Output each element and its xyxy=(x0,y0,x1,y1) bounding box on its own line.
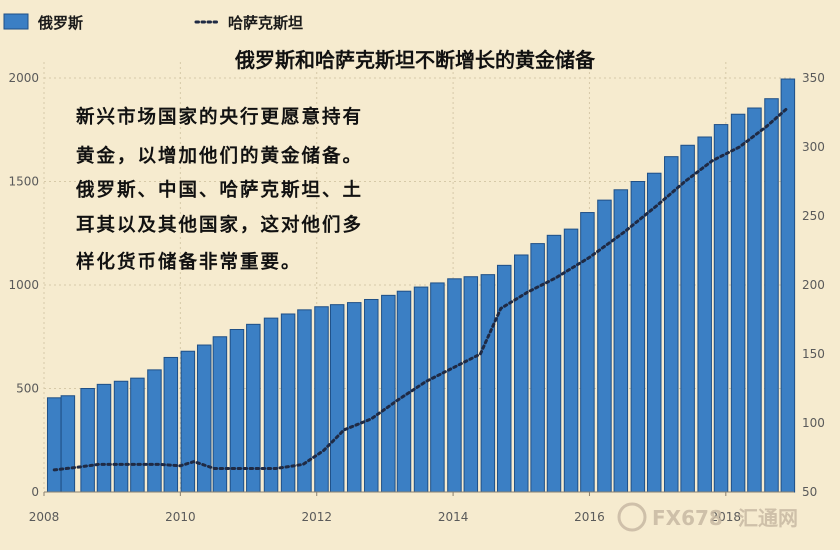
bar-russia xyxy=(246,323,261,493)
right-tick-label: 200 xyxy=(802,278,825,292)
bar-russia xyxy=(163,356,179,493)
bar-russia xyxy=(664,156,679,493)
right-tick-label: 150 xyxy=(802,347,825,361)
x-tick-label: 2008 xyxy=(29,510,60,524)
bar-russia xyxy=(764,98,779,493)
bar-russia xyxy=(329,304,345,493)
left-tick-label: 0 xyxy=(31,485,39,499)
bar-russia xyxy=(613,189,629,493)
bar-russia xyxy=(314,306,329,493)
x-tick-label: 2014 xyxy=(438,510,469,524)
annotation-line-5: 样化货币储备非常重要。 xyxy=(76,251,302,273)
bar-russia xyxy=(563,228,579,493)
bar-russia xyxy=(480,274,496,493)
watermark-text-cn: 汇通网 xyxy=(738,506,798,530)
legend-swatch-russia xyxy=(3,13,29,30)
bar-russia xyxy=(713,124,729,493)
left-tick-label: 500 xyxy=(16,382,39,396)
watermark-logo-icon xyxy=(617,502,647,532)
watermark-text-fx678: FX678 xyxy=(652,506,723,530)
bar-russia xyxy=(514,254,529,493)
annotation-line-4: 耳其以及其他国家，这对他们多 xyxy=(76,214,363,236)
x-tick-label: 2016 xyxy=(574,510,605,524)
bar-russia xyxy=(697,136,712,493)
x-tick-label: 2018 xyxy=(711,510,742,524)
bar-russia xyxy=(646,172,662,493)
bar-russia xyxy=(546,234,562,493)
bar-russia xyxy=(196,344,212,493)
annotation-line-3: 俄罗斯、中国、哈萨克斯坦、土 xyxy=(75,179,363,201)
annotation-line-1: 新兴市场国家的央行更愿意持有 xyxy=(76,106,363,128)
bar-russia xyxy=(80,388,95,493)
bar-russia xyxy=(530,243,545,493)
annotation-line-2: 黄金，以增加他们的黄金储备。 xyxy=(76,145,363,167)
bar-russia xyxy=(130,377,145,493)
bar-russia xyxy=(96,383,112,493)
line-series-kazakhstan xyxy=(52,106,789,472)
bar-russia xyxy=(780,78,796,493)
left-tick-label: 2000 xyxy=(8,71,39,85)
bar-russia xyxy=(496,264,512,493)
left-tick-label: 1000 xyxy=(8,278,39,292)
legend-label-kazakhstan: 哈萨克斯坦 xyxy=(228,14,303,32)
bar-russia xyxy=(46,397,62,493)
bar-russia xyxy=(430,282,445,493)
bar-russia xyxy=(747,107,762,493)
bar-russia xyxy=(630,181,646,493)
x-axis-ticks: 2008 2010 2012 2014 2016 2018 xyxy=(29,492,741,524)
legend-label-russia: 俄罗斯 xyxy=(37,14,83,32)
right-axis-ticks: 50 100 150 200 250 300 350 xyxy=(802,71,825,499)
bar-russia xyxy=(60,395,76,493)
bar-russia xyxy=(680,144,695,493)
bar-russia xyxy=(180,350,196,493)
annotation-block: 新兴市场国家的央行更愿意持有 黄金，以增加他们的黄金储备。 俄罗斯、中国、哈萨克… xyxy=(75,106,363,273)
bar-russia xyxy=(263,317,279,493)
bar-russia xyxy=(147,369,162,493)
bar-russia xyxy=(364,298,379,493)
watermark: FX678 汇通网 xyxy=(617,502,798,532)
bar-russia xyxy=(447,278,462,493)
right-tick-label: 100 xyxy=(802,416,825,430)
bar-russia xyxy=(413,286,429,493)
right-tick-label: 50 xyxy=(802,485,817,499)
x-tick-label: 2012 xyxy=(301,510,332,524)
x-tick-label: 2010 xyxy=(165,510,196,524)
right-tick-label: 300 xyxy=(802,140,825,154)
bar-russia xyxy=(730,113,746,493)
bar-russia xyxy=(463,276,479,493)
bar-russia xyxy=(381,294,396,493)
legend: 俄罗斯 哈萨克斯坦 xyxy=(3,13,303,32)
bar-russia xyxy=(346,302,362,493)
right-tick-label: 250 xyxy=(802,209,825,223)
left-axis-ticks: 0 500 1000 1500 2000 xyxy=(8,71,39,499)
chart-title: 俄罗斯和哈萨克斯坦不断增长的黄金储备 xyxy=(234,48,596,72)
bar-russia xyxy=(113,380,129,493)
left-tick-label: 1500 xyxy=(8,175,39,189)
right-tick-label: 350 xyxy=(802,71,825,85)
